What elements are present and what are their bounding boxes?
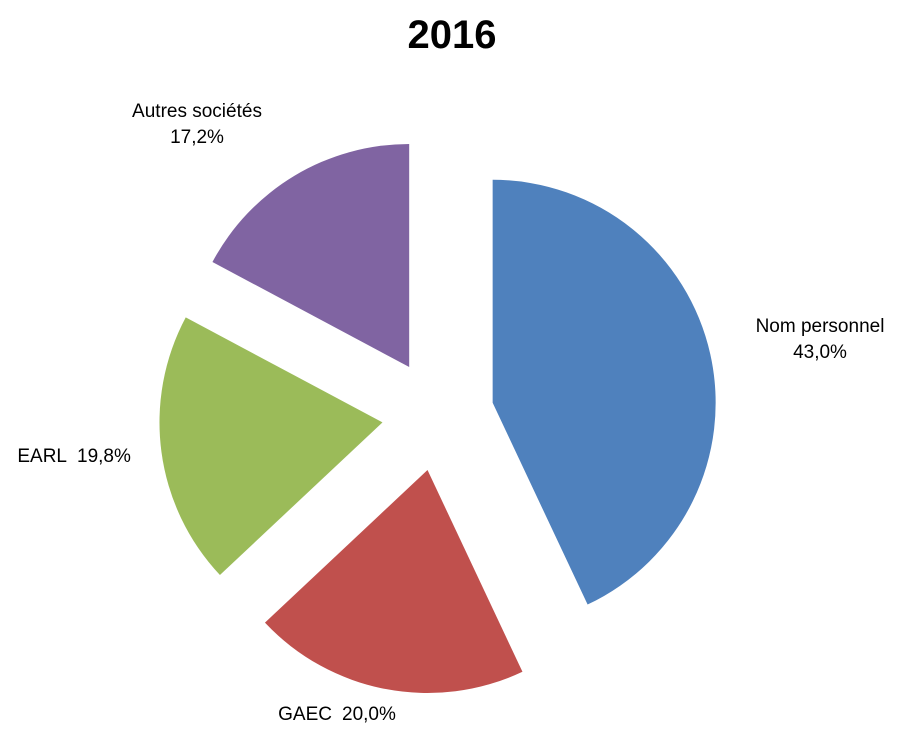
slice-value-label: 17,2%: [170, 127, 224, 148]
slice-value-label: 43,0%: [793, 342, 847, 363]
pie-slice: [159, 317, 383, 576]
chart-title: 2016: [408, 13, 497, 57]
slice-value-label: 19,8%: [77, 446, 131, 467]
slice-label: GAEC: [278, 704, 332, 725]
pie-slice: [492, 179, 716, 605]
slice-label: Autres sociétés: [132, 101, 262, 122]
slice-value-label: 20,0%: [342, 704, 396, 725]
pie-slice: [212, 143, 410, 367]
pie-slice: [264, 470, 523, 694]
slice-label: Nom personnel: [756, 316, 885, 337]
slice-label: EARL: [17, 446, 67, 467]
